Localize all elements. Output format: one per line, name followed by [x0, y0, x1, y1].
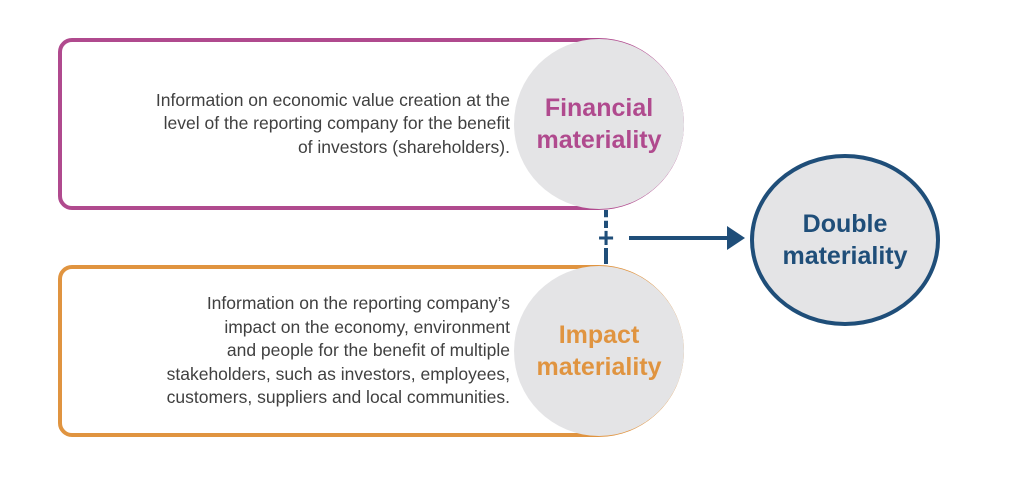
- financial-title-line: Financial: [544, 94, 654, 122]
- financial-description-line: of investors (shareholders).: [297, 136, 510, 157]
- financial-description-line: Information on economic value creation a…: [155, 89, 510, 110]
- financial-description-line: level of the reporting company for the b…: [163, 113, 510, 134]
- impact-description-line: customers, suppliers and local communiti…: [166, 387, 510, 408]
- impact-description: Information on the reporting company’s i…: [70, 269, 510, 433]
- impact-materiality-box: Information on the reporting company’s i…: [58, 265, 684, 437]
- plus-icon: +: [597, 222, 615, 253]
- dashed-connector-lower: [604, 248, 608, 264]
- financial-title-line: materiality: [536, 126, 662, 154]
- arrow-right-icon: [629, 236, 729, 240]
- double-materiality-circle: Double materiality: [750, 154, 940, 326]
- impact-title-line: materiality: [536, 353, 662, 381]
- financial-description: Information on economic value creation a…: [70, 42, 510, 206]
- dashed-connector-upper: [604, 210, 608, 228]
- double-title-line: Double: [802, 210, 888, 238]
- financial-materiality-box: Information on economic value creation a…: [58, 38, 684, 210]
- double-title-line: materiality: [782, 242, 908, 270]
- impact-materiality-circle: Impact materiality: [514, 266, 684, 436]
- financial-materiality-circle: Financial materiality: [514, 39, 684, 209]
- arrow-head-icon: [727, 226, 745, 250]
- impact-description-line: and people for the benefit of multiple: [226, 340, 510, 361]
- impact-description-line: Information on the reporting company’s: [206, 293, 510, 314]
- impact-description-line: impact on the economy, environment: [224, 316, 510, 337]
- impact-description-line: stakeholders, such as investors, employe…: [166, 363, 510, 384]
- impact-title-line: Impact: [558, 321, 640, 349]
